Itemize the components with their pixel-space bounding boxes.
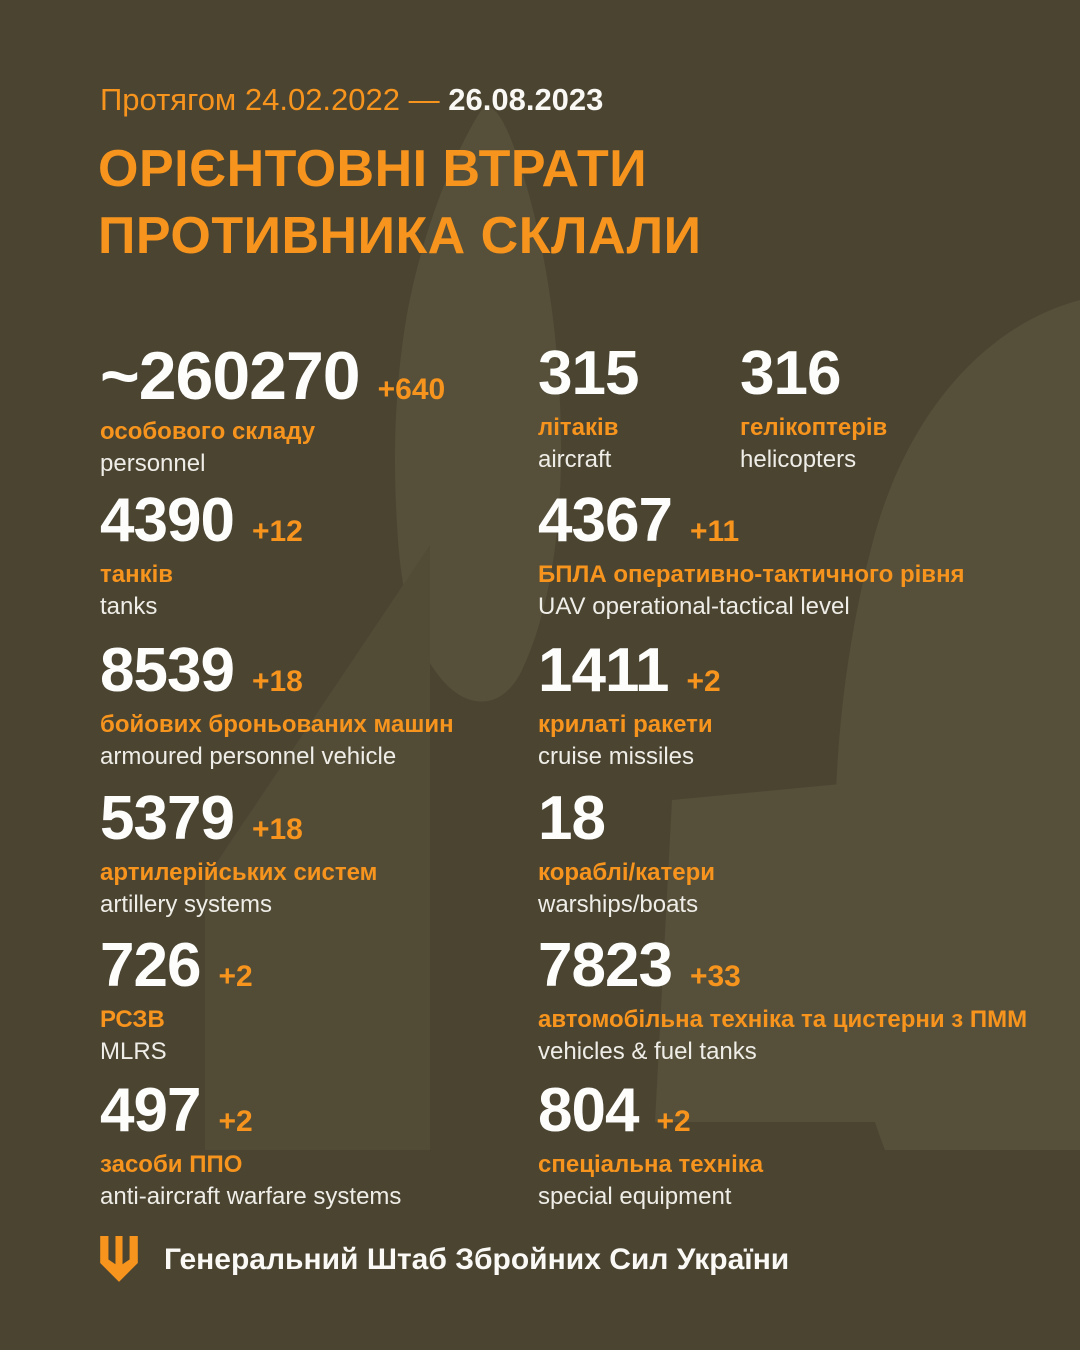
page-title: ОРІЄНТОВНІ ВТРАТИ ПРОТИВНИКА СКЛАЛИ [98,136,702,270]
stat-label-ua: літаків [538,414,619,441]
stat-artillery: 5379 +18 артилерійських систем artillery … [100,784,378,919]
stat-aircraft: 315 літаків aircraft [538,339,656,474]
stat-label-en: MLRS [100,1038,167,1065]
stat-label-en: artillery systems [100,891,273,918]
stat-label-en: tanks [100,593,158,620]
stat-delta: +33 [689,960,741,993]
stat-label-ua: крилаті ракети [538,711,713,738]
stat-special-equipment: 804 +2 спеціальна техніка special equipme… [538,1076,764,1211]
stat-value: ~260270 [100,338,361,414]
stat-label-ua: БПЛА оперативно-тактичного рівня [538,561,965,588]
stat-label-ua: кораблі/катери [538,859,716,886]
stat-cruise-missiles: 1411 +2 крилаті ракети cruise missiles [538,636,721,771]
stat-label-ua: спеціальна техніка [538,1151,764,1178]
stat-label-en: aircraft [538,446,612,473]
stat-label-ua: артилерійських систем [100,859,378,886]
stat-value: 497 [100,1076,201,1145]
stat-value: 804 [538,1076,639,1145]
stat-label-ua: засоби ППО [100,1151,243,1178]
stat-value: 316 [740,339,841,408]
report-period: Протягом 24.02.2022 — 26.08.2023 [100,82,603,118]
stat-label-en: UAV operational-tactical level [538,593,850,620]
stat-value: 1411 [538,636,670,705]
stat-value: 4367 [538,486,673,555]
stat-label-en: anti-aircraft warfare systems [100,1183,402,1210]
stat-value: 4390 [100,486,235,555]
stat-label-ua: танків [100,561,174,588]
stat-value: 315 [538,339,639,408]
stat-uav: 4367 +11 БПЛА оперативно-тактичного рівня… [538,486,965,621]
stat-value: 18 [538,784,606,853]
period-current-date: 26.08.2023 [448,82,604,117]
stat-label-en: personnel [100,450,206,477]
stat-value: 7823 [538,931,673,1000]
stat-label-en: armoured personnel vehicle [100,743,397,770]
stat-delta: +2 [656,1105,691,1138]
stat-delta: +2 [218,960,253,993]
stat-anti-aircraft: 497 +2 засоби ППО anti-aircraft warfare s… [100,1076,402,1211]
stat-label-ua: бойових броньованих машин [100,711,454,738]
stat-value: 8539 [100,636,235,705]
stat-vehicles-fuel: 7823 +33 автомобільна техніка та цистерни… [538,931,1028,1066]
trident-icon [100,1236,138,1282]
period-prefix: Протягом 24.02.2022 — [100,82,440,117]
stat-mlrs: 726 +2 РСЗВ MLRS [100,931,253,1066]
stat-delta: +18 [251,665,303,698]
stat-label-ua: автомобільна техніка та цистерни з ПММ [538,1006,1028,1033]
stat-delta: +2 [686,665,721,698]
stat-delta: +11 [689,515,740,548]
stat-label-en: warships/boats [538,891,699,918]
page-title-line2: ПРОТИВНИКА СКЛАЛИ [98,207,702,265]
stat-value: 726 [100,931,201,1000]
stat-delta: +2 [218,1105,253,1138]
stat-label-en: special equipment [538,1183,732,1210]
stat-value: 5379 [100,784,235,853]
stat-warships: 18 кораблі/катери warships/boats [538,784,716,919]
stat-label-en: helicopters [740,446,857,473]
stat-delta: +18 [251,813,303,846]
stat-armoured-vehicles: 8539 +18 бойових броньованих машин armour… [100,636,454,771]
stat-label-ua: РСЗВ [100,1006,165,1033]
stat-delta: +12 [251,515,303,548]
page-title-line1: ОРІЄНТОВНІ ВТРАТИ [98,140,648,198]
stat-personnel: ~260270 +640 особового складу personnel [100,338,446,478]
stat-tanks: 4390 +12 танків tanks [100,486,303,621]
stat-label-en: vehicles & fuel tanks [538,1038,757,1065]
stat-delta: +640 [377,373,446,406]
stat-label-ua: особового складу [100,418,316,445]
stat-label-ua: гелікоптерів [740,414,888,441]
stat-label-en: cruise missiles [538,743,695,770]
footer-org-name: Генеральний Штаб Збройних Сил України [164,1242,790,1276]
footer: Генеральний Штаб Збройних Сил України [100,1236,789,1283]
stat-helicopters: 316 гелікоптерів helicopters [740,339,888,474]
